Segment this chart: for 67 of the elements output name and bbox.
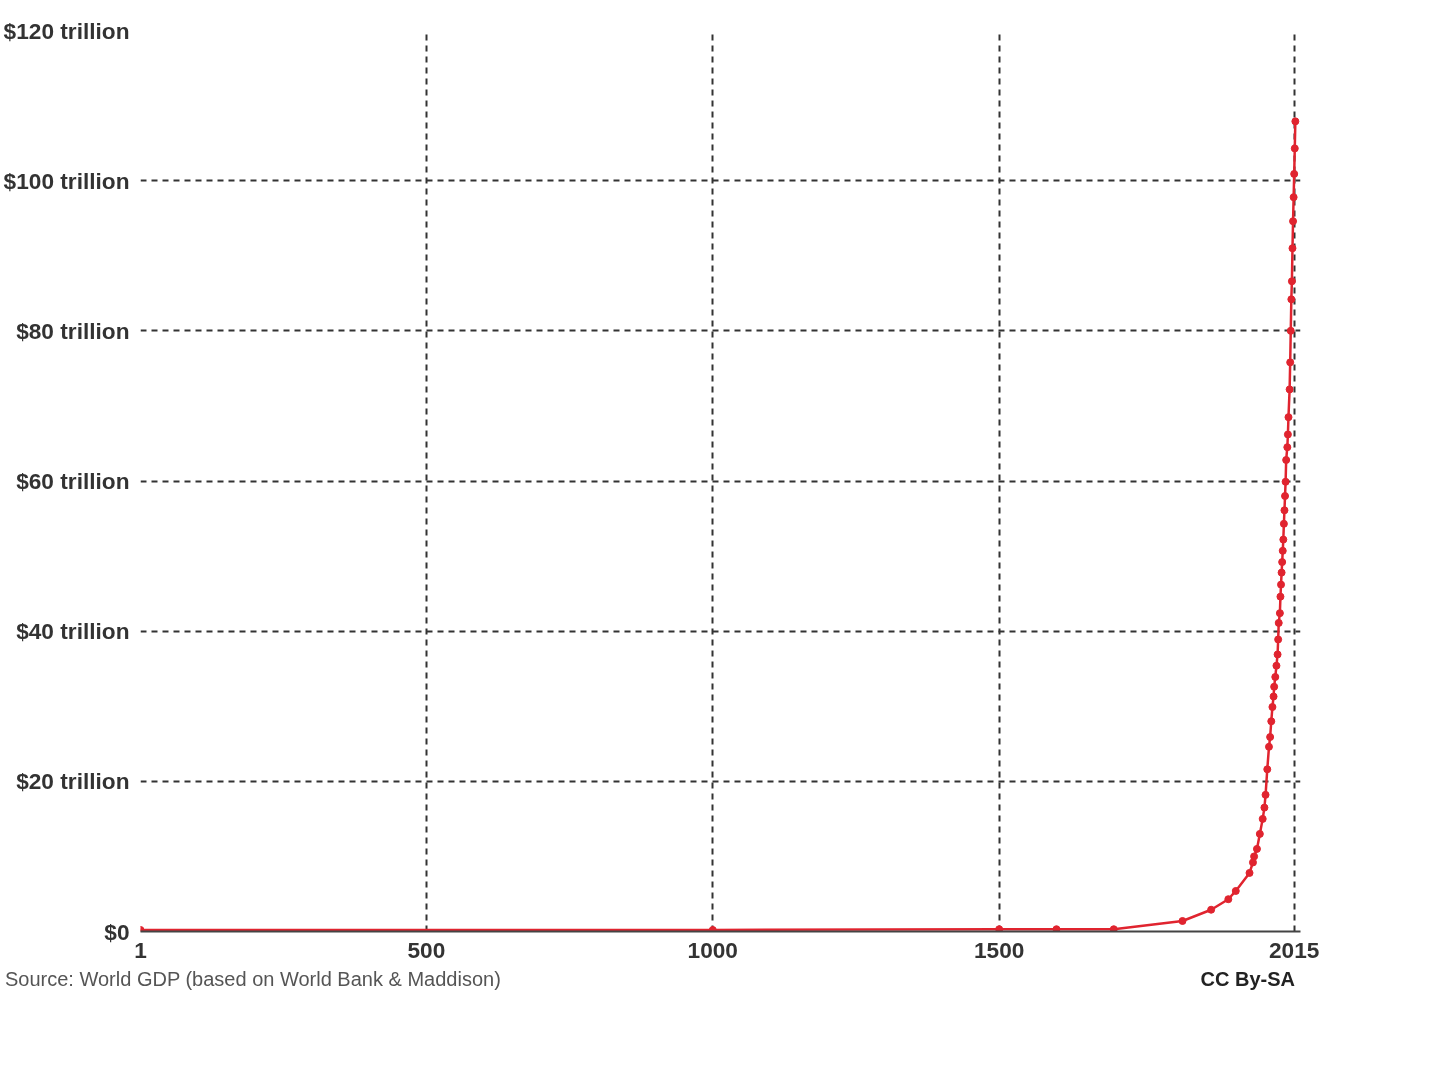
point bbox=[1271, 672, 1280, 681]
point bbox=[1282, 455, 1291, 464]
point bbox=[1279, 535, 1288, 544]
point bbox=[1281, 477, 1290, 486]
point bbox=[1260, 803, 1269, 812]
point bbox=[1286, 358, 1295, 367]
point bbox=[1231, 886, 1240, 895]
x-tick-label: 500 bbox=[407, 936, 446, 963]
point bbox=[1270, 682, 1279, 691]
point bbox=[1278, 546, 1287, 555]
y-tick-label: $120 trillion bbox=[3, 17, 130, 44]
point bbox=[1224, 895, 1233, 904]
point bbox=[1273, 650, 1282, 659]
point bbox=[1289, 217, 1298, 226]
point bbox=[1285, 385, 1294, 394]
point bbox=[995, 925, 1004, 932]
point bbox=[1266, 733, 1275, 742]
point bbox=[1255, 829, 1264, 838]
point bbox=[1250, 852, 1259, 861]
y-tick-label: $80 trillion bbox=[16, 317, 130, 344]
y-tick-label: $60 trillion bbox=[16, 468, 130, 494]
x-tick-label: 1 bbox=[134, 936, 147, 963]
y-tick-label: $100 trillion bbox=[3, 167, 130, 194]
point bbox=[1264, 742, 1273, 751]
point bbox=[1052, 925, 1061, 932]
point bbox=[1279, 519, 1288, 528]
y-tick-label: $20 trillion bbox=[16, 768, 130, 795]
x-tick-label: 2015 bbox=[1269, 936, 1320, 963]
text: CC By-SA bbox=[1200, 967, 1295, 992]
point bbox=[1283, 430, 1292, 439]
source-note: Source: World GDP (based on World Bank & Maddison) bbox=[5, 967, 501, 992]
point bbox=[1281, 492, 1290, 501]
point bbox=[1245, 868, 1254, 877]
point bbox=[1267, 717, 1276, 726]
point bbox=[1274, 618, 1283, 627]
point bbox=[1287, 295, 1296, 304]
point bbox=[1275, 609, 1284, 618]
point bbox=[1276, 592, 1285, 601]
point bbox=[1288, 244, 1297, 253]
point bbox=[1109, 925, 1118, 932]
point bbox=[1290, 169, 1299, 178]
point bbox=[1178, 917, 1187, 925]
point bbox=[1263, 765, 1272, 774]
y-tick-label: $0 bbox=[104, 918, 130, 945]
point bbox=[1290, 144, 1299, 153]
point bbox=[1252, 844, 1261, 853]
point bbox=[1248, 858, 1257, 867]
point bbox=[1284, 413, 1293, 422]
point bbox=[1286, 326, 1295, 335]
point bbox=[1277, 568, 1286, 577]
point bbox=[1269, 692, 1278, 701]
point bbox=[1283, 443, 1292, 452]
x-tick-label: 1000 bbox=[687, 936, 738, 963]
point bbox=[1289, 193, 1298, 202]
y-tick-label: $40 trillion bbox=[16, 618, 130, 645]
point bbox=[1272, 661, 1281, 670]
point bbox=[1291, 117, 1300, 126]
point bbox=[1274, 635, 1283, 644]
point bbox=[1287, 277, 1296, 286]
point bbox=[1268, 703, 1277, 711]
point bbox=[1280, 506, 1289, 515]
x-tick-label: 1500 bbox=[973, 936, 1025, 963]
point bbox=[1277, 580, 1286, 589]
point bbox=[1278, 558, 1287, 567]
point bbox=[1261, 790, 1270, 799]
point bbox=[1207, 905, 1216, 914]
point bbox=[1258, 814, 1267, 823]
